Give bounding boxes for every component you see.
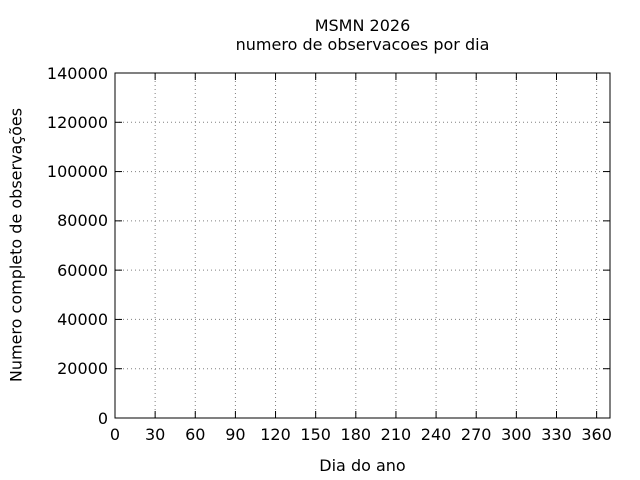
x-tick-label: 210	[380, 425, 412, 444]
x-tick-label: 270	[460, 425, 492, 444]
plot-frame	[114, 72, 611, 419]
x-tick-label: 120	[260, 425, 291, 444]
chart-title: MSMN 2026 numero de observacoes por dia	[115, 16, 610, 54]
chart-title-line1: MSMN 2026	[314, 16, 411, 35]
x-axis-label: Dia do ano	[319, 456, 406, 475]
x-tick-label: 300	[501, 425, 532, 444]
x-tick-label: 330	[541, 425, 572, 444]
x-tick-label: 360	[581, 425, 612, 444]
y-tick-label: 100000	[46, 162, 108, 182]
x-tick-label: 240	[420, 425, 452, 444]
x-tick-label: 90	[225, 425, 246, 444]
chart-title-line2: numero de observacoes por dia	[235, 35, 490, 54]
y-tick-label: 0	[97, 408, 108, 428]
y-tick-label: 120000	[46, 112, 108, 132]
y-tick-label: 40000	[57, 309, 108, 329]
x-tick-label: 0	[109, 425, 121, 444]
y-tick-label: 80000	[57, 211, 108, 231]
x-tick-label: 60	[185, 425, 206, 444]
y-tick-label: 140000	[46, 63, 108, 83]
x-tick-label: 30	[144, 425, 166, 444]
y-tick-label: 60000	[57, 260, 108, 280]
x-tick-label: 150	[300, 425, 331, 444]
x-tick-label: 180	[340, 425, 372, 444]
y-tick-label: 20000	[57, 359, 108, 379]
